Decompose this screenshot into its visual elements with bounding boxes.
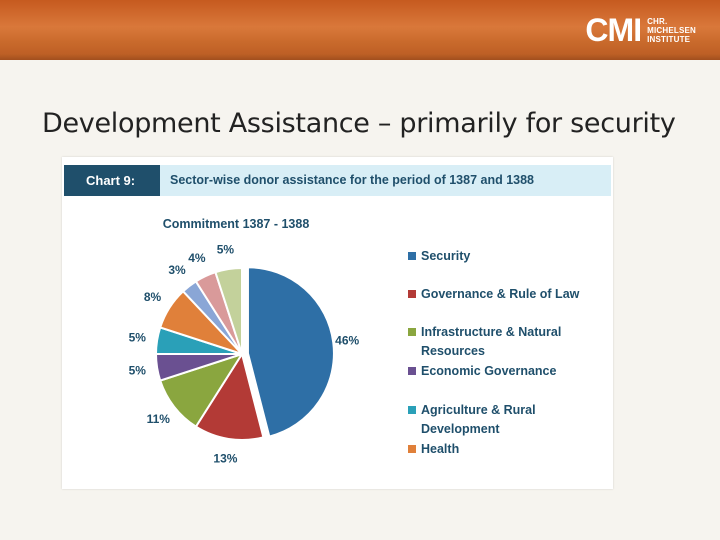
pie-slice: [214, 266, 243, 355]
legend-label: Infrastructure & Natural Resources: [421, 325, 562, 358]
legend-swatch: [408, 367, 416, 375]
logo-sub-line: INSTITUTE: [647, 34, 691, 44]
legend-item: Governance & Rule of Law: [408, 285, 608, 304]
logo-sub-line: CHR.: [647, 16, 668, 26]
pie-chart: 46% 13% 11% 5% 5% 8% 3%4% 5%: [129, 242, 360, 466]
legend-swatch: [408, 406, 416, 414]
legend-item: Economic Governance: [408, 362, 608, 381]
chart-card: Chart 9: Sector-wise donor assistance fo…: [62, 157, 613, 489]
legend-swatch: [408, 328, 416, 336]
slice-label: 8%: [144, 290, 162, 304]
legend-item: Health: [408, 440, 608, 459]
legend-item: Agriculture & Rural Development: [408, 401, 608, 439]
legend-swatch: [408, 445, 416, 453]
legend-label: Security: [421, 249, 471, 263]
slice-label: 3%: [168, 263, 186, 277]
cmi-logo: CMI CHR. MICHELSEN INSTITUTE: [585, 14, 696, 46]
top-banner: CMI CHR. MICHELSEN INSTITUTE: [0, 0, 720, 60]
pie-slice: [194, 351, 265, 441]
slice-label: 46%: [335, 334, 359, 348]
slice-label: 5%: [129, 364, 147, 378]
chart-heading: Sector-wise donor assistance for the per…: [170, 173, 535, 187]
legend-swatch: [408, 290, 416, 298]
legend-item: Security: [408, 247, 608, 266]
slice-label: 4%: [188, 251, 206, 265]
legend-label: Health: [421, 442, 460, 456]
slide-title: Development Assistance – primarily for s…: [42, 108, 676, 139]
chart-header: Chart 9: Sector-wise donor assistance fo…: [64, 165, 611, 196]
slice-label: 11%: [147, 412, 171, 426]
legend-label: Governance & Rule of Law: [421, 287, 580, 301]
chart-title: Commitment 1387 - 1388: [162, 217, 310, 231]
legend-item: Infrastructure & Natural Resources: [408, 323, 608, 361]
logo-text: CMI: [585, 12, 642, 48]
slice-label: 5%: [129, 330, 147, 344]
chart-number: Chart 9:: [64, 165, 160, 196]
legend-label: Economic Governance: [421, 364, 557, 378]
logo-subtitle: CHR. MICHELSEN INSTITUTE: [647, 17, 696, 44]
slice-label: 5%: [217, 242, 235, 256]
legend-label: Agriculture & Rural Development: [421, 403, 536, 436]
legend-swatch: [408, 252, 416, 260]
slice-label: 13%: [213, 452, 237, 466]
logo-sub-line: MICHELSEN: [647, 25, 696, 35]
pie-slice: [246, 266, 335, 438]
